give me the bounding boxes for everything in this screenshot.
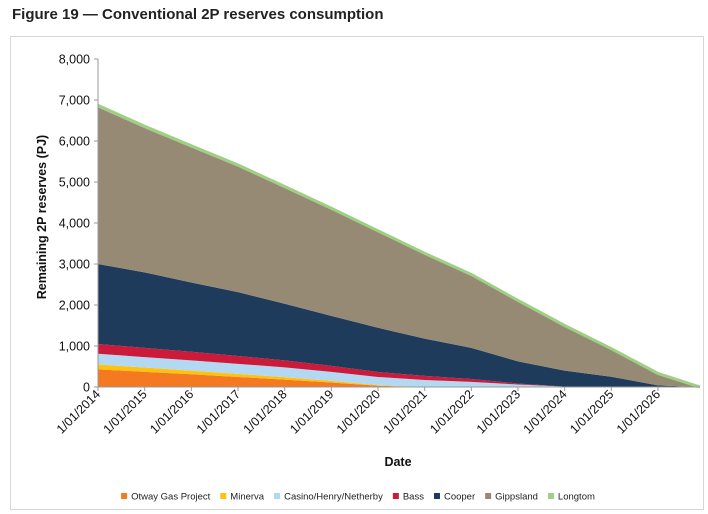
- y-tick-label: 3,000: [59, 258, 90, 272]
- x-tick-label: 1/01/2014: [54, 387, 103, 436]
- figure-title: Figure 19 — Conventional 2P reserves con…: [12, 6, 384, 23]
- legend-label: Casino/Henry/Netherby: [284, 492, 383, 503]
- x-axis: 1/01/20141/01/20151/01/20161/01/20171/01…: [54, 386, 700, 436]
- area-minerva: [98, 364, 700, 387]
- area-casino-henry-netherby: [98, 353, 700, 387]
- legend-swatch: [274, 493, 281, 499]
- area-gippsland: [98, 107, 700, 387]
- x-tick-label: 1/01/2025: [567, 387, 616, 436]
- x-tick-label: 1/01/2023: [474, 387, 523, 436]
- legend-label: Otway Gas Project: [131, 492, 211, 503]
- legend-swatch: [121, 493, 128, 499]
- x-tick-label: 1/01/2019: [287, 387, 336, 436]
- x-tick-label: 1/01/2024: [521, 387, 570, 436]
- legend-swatch: [220, 493, 227, 499]
- x-tick-label: 1/01/2015: [101, 387, 150, 436]
- x-tick-label: 1/01/2016: [147, 387, 196, 436]
- y-tick-label: 1,000: [59, 340, 90, 354]
- x-tick-label: 1/01/2026: [614, 387, 663, 436]
- chart-panel: 0 1,000 2,000 3,000 4,000 5,000 6,000 7,000 8,00…: [10, 36, 704, 510]
- legend-swatch: [485, 493, 492, 499]
- legend-swatch: [547, 493, 554, 499]
- x-tick-label: 1/01/2020: [334, 387, 383, 436]
- y-tick-label: 4,000: [59, 217, 90, 231]
- stacked-area-chart: 0 1,000 2,000 3,000 4,000 5,000 6,000 7,000 8,00…: [35, 53, 701, 503]
- legend-item-longtom: Longtom: [547, 492, 595, 503]
- area-cooper: [98, 264, 700, 387]
- x-tick-label: 1/01/2021: [381, 387, 430, 436]
- legend-item-otway-gas-project: Otway Gas Project: [121, 492, 211, 503]
- y-axis-title: Remaining 2P reserves (PJ): [35, 135, 49, 299]
- y-tick-label: 8,000: [59, 53, 90, 67]
- area-edge-longtom: [97, 103, 701, 389]
- area-otway-gas-project: [98, 369, 700, 387]
- legend-label: Minerva: [230, 492, 265, 503]
- x-axis-title: Date: [384, 455, 411, 469]
- legend: Otway Gas Project Minerva Casino/Henry/Net…: [121, 492, 595, 503]
- legend-item-gippsland: Gippsland: [485, 492, 538, 503]
- y-tick-label: 6,000: [59, 135, 90, 149]
- y-tick-label: 7,000: [59, 94, 90, 108]
- series-areas: [97, 103, 701, 389]
- legend-item-casino-henry-netherby: Casino/Henry/Netherby: [274, 492, 383, 503]
- legend-label: Longtom: [558, 492, 595, 503]
- y-axis: 0 1,000 2,000 3,000 4,000 5,000 6,000 7,000 8,00…: [59, 53, 99, 395]
- x-tick-label: 1/01/2018: [241, 387, 290, 436]
- legend-swatch: [392, 493, 399, 499]
- legend-item-minerva: Minerva: [220, 492, 265, 503]
- legend-item-bass: Bass: [392, 492, 424, 503]
- x-tick-label: 1/01/2022: [427, 387, 476, 436]
- y-tick-label: 0: [83, 381, 90, 395]
- legend-swatch: [433, 493, 440, 499]
- y-tick-label: 5,000: [59, 176, 90, 190]
- legend-label: Bass: [403, 492, 424, 503]
- legend-label: Gippsland: [495, 492, 538, 503]
- y-tick-label: 2,000: [59, 299, 90, 313]
- x-tick-label: 1/01/2017: [194, 387, 243, 436]
- legend-item-cooper: Cooper: [433, 492, 475, 503]
- legend-label: Cooper: [444, 492, 475, 503]
